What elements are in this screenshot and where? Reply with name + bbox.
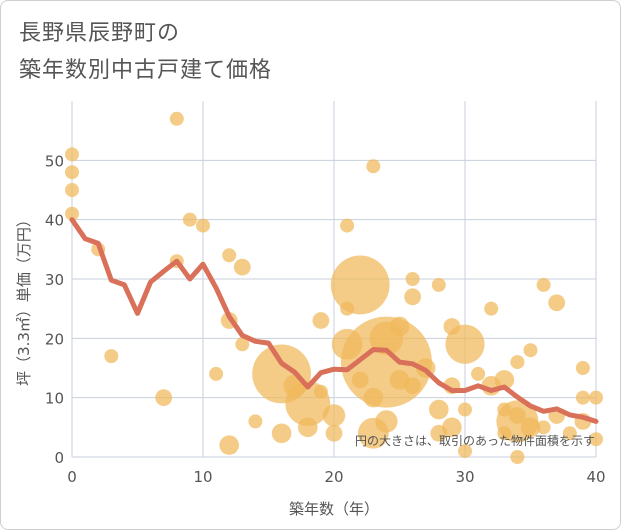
bubble-point-41 [404,288,421,306]
bubble-point-9 [182,212,197,227]
bubble-point-12 [222,248,237,263]
bubble-point-27 [340,218,355,233]
bubble-point-62 [510,450,525,464]
bubble-point-50 [445,324,485,364]
bubble-point-15 [233,258,251,276]
x-tick-40: 40 [586,468,605,486]
bubble-point-59 [510,355,525,370]
bubble-point-11 [209,366,224,381]
bubble-point-63 [523,343,538,358]
bubble-point-70 [575,361,590,375]
bubble-point-17 [248,414,263,429]
x-tick-20: 20 [324,468,343,486]
bubble-point-54 [484,301,499,316]
bubble-point-10 [196,218,210,233]
bubble-point-71 [575,390,590,405]
bubble-point-23 [312,312,330,329]
y-axis-label: 坪（3.3㎡）単価（万円） [15,212,33,386]
bubble-point-53 [471,366,486,381]
bubble-point-44 [431,277,446,292]
bubble-point-67 [548,294,566,312]
y-tick-30: 30 [45,271,64,289]
bubble-point-69 [562,426,577,441]
bubble-point-14 [219,435,239,455]
y-tick-50: 50 [45,152,64,170]
y-tick-10: 10 [45,390,64,408]
y-tick-0: 0 [54,449,64,467]
bubble-point-51 [458,402,472,417]
bubble-point-37 [375,410,398,433]
bubble-point-30 [330,255,390,315]
bubble-point-38 [389,316,410,337]
axis-ticks: 0 10 20 30 40 0 10 20 30 40 50 [45,152,606,486]
bubble-point-19 [271,423,292,444]
chart-title-line-2: 築年数別中古戸建て価格 [19,58,273,83]
bubble-point-64 [520,417,541,438]
y-tick-40: 40 [45,212,64,230]
bubble-point-5 [104,349,119,364]
chart-title: 長野県辰野町の 築年数別中古戸建て価格 [19,15,272,89]
bubble-point-52 [458,444,472,459]
x-tick-0: 0 [67,468,77,486]
bubble-point-66 [536,420,551,435]
average-line [69,217,599,424]
bubble-point-3 [65,206,79,221]
size-note: 円の大きさは、取引のあった物件面積を示す [355,433,595,448]
bubble-point-40 [405,272,420,286]
bubble-point-65 [536,277,551,292]
x-tick-30: 30 [455,468,474,486]
bubble-point-56 [494,370,515,390]
bubble-point-25 [322,404,346,427]
bubble-point-74 [589,432,603,447]
bubble-point-7 [169,111,184,126]
chart-title-line-1: 長野県辰野町の [19,21,181,46]
bubble-point-6 [155,389,173,407]
bubble-point-2 [65,183,79,197]
y-tick-20: 20 [45,330,64,348]
bubble-point-26 [325,424,343,442]
bubble-point-32 [366,159,381,174]
x-tick-10: 10 [193,468,212,486]
bubble-point-24 [313,384,328,399]
bubble-point-45 [429,399,449,420]
bubble-point-16 [235,337,250,352]
bubble-point-0 [65,147,79,162]
bubble-point-49 [442,417,462,438]
bubble-point-73 [589,390,603,405]
average-line-series [69,217,599,424]
bubble-point-42 [404,377,421,395]
bubble-point-22 [298,417,318,438]
bubble-point-1 [65,165,79,180]
x-axis-label: 築年数（年） [289,500,379,518]
